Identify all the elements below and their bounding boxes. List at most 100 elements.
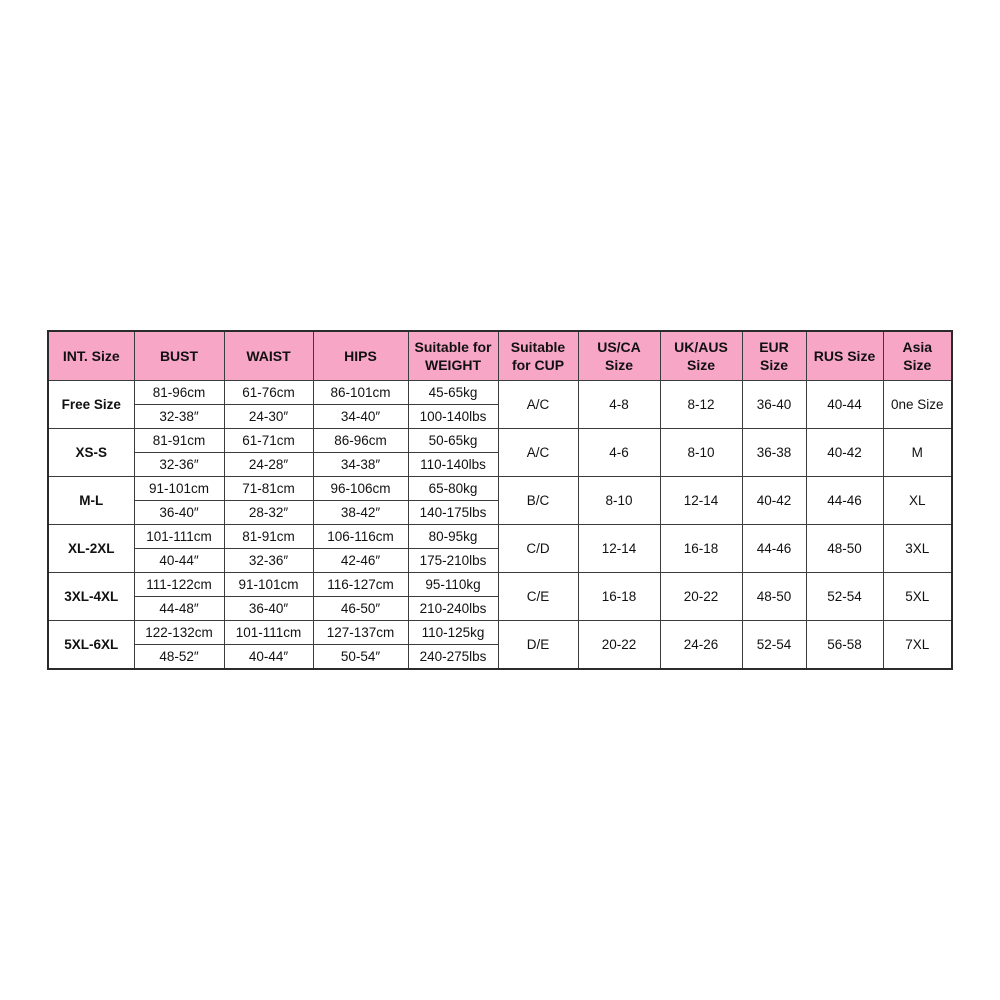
eur-cell: 52-54	[741, 620, 807, 669]
table-row: 32-36″ 24-28″ 34-38″ 110-140lbs	[48, 452, 952, 477]
int-size-cell: M-L	[47, 476, 135, 525]
waist-cm-cell: 91-101cm	[223, 572, 314, 597]
usca-cell: 4-6	[577, 428, 661, 477]
usca-cell: 4-8	[577, 380, 661, 429]
column-header-cup: Suitable for CUP	[497, 330, 579, 381]
weight-lbs-cell: 100-140lbs	[407, 404, 499, 429]
cup-cell: A/C	[497, 428, 579, 477]
bust-cm-cell: 122-132cm	[133, 620, 225, 645]
ukaus-cell: 16-18	[659, 524, 743, 573]
waist-cm-cell: 61-71cm	[223, 428, 314, 453]
hips-cm-cell: 96-106cm	[312, 476, 409, 501]
weight-kg-cell: 95-110kg	[407, 572, 499, 597]
column-header-weight: Suitable for WEIGHT	[407, 330, 499, 381]
usca-cell: 16-18	[577, 572, 661, 621]
cup-cell: C/E	[497, 572, 579, 621]
hips-cm-cell: 86-101cm	[312, 380, 409, 405]
column-header-int-size: INT. Size	[47, 330, 135, 381]
eur-cell: 36-40	[741, 380, 807, 429]
hips-in-cell: 50-54″	[312, 644, 409, 669]
ukaus-cell: 24-26	[659, 620, 743, 669]
bust-in-cell: 32-36″	[133, 452, 225, 477]
header-row: INT. Size BUST WAIST HIPS Suitable for WE…	[47, 330, 953, 381]
hips-in-cell: 38-42″	[312, 500, 409, 525]
hips-in-cell: 46-50″	[312, 596, 409, 621]
bust-in-cell: 40-44″	[133, 548, 225, 573]
rus-cell: 52-54	[805, 572, 884, 621]
asia-cell: 5XL	[882, 572, 953, 621]
rus-cell: 44-46	[805, 476, 884, 525]
cup-cell: C/D	[497, 524, 579, 573]
weight-lbs-cell: 175-210lbs	[407, 548, 499, 573]
table-row: 32-38″ 24-30″ 34-40″ 100-140lbs	[48, 404, 952, 429]
hips-cm-cell: 106-116cm	[312, 524, 409, 549]
asia-cell: XL	[882, 476, 953, 525]
table-row: M-L 91-101cm 71-81cm 96-106cm 65-80kg B/…	[47, 476, 953, 525]
hips-cm-cell: 86-96cm	[312, 428, 409, 453]
table-row: XL-2XL 101-111cm 81-91cm 106-116cm 80-95…	[47, 524, 953, 573]
asia-cell: 3XL	[882, 524, 953, 573]
column-header-eur: EUR Size	[741, 330, 807, 381]
cup-cell: B/C	[497, 476, 579, 525]
table-row: Free Size 81-96cm 61-76cm 86-101cm 45-65…	[47, 380, 953, 429]
column-header-ukaus: UK/AUS Size	[659, 330, 743, 381]
size-chart-table: INT. Size BUST WAIST HIPS Suitable for WE…	[47, 330, 953, 670]
table-row: 48-52″ 40-44″ 50-54″ 240-275lbs	[48, 644, 952, 669]
weight-lbs-cell: 210-240lbs	[407, 596, 499, 621]
bust-in-cell: 36-40″	[133, 500, 225, 525]
table-row: XS-S 81-91cm 61-71cm 86-96cm 50-65kg A/C…	[47, 428, 953, 477]
weight-kg-cell: 45-65kg	[407, 380, 499, 405]
table-row: 5XL-6XL 122-132cm 101-111cm 127-137cm 11…	[47, 620, 953, 669]
int-size-cell: XL-2XL	[47, 524, 135, 573]
bust-cm-cell: 81-91cm	[133, 428, 225, 453]
rus-cell: 48-50	[805, 524, 884, 573]
cup-cell: D/E	[497, 620, 579, 669]
hips-in-cell: 42-46″	[312, 548, 409, 573]
int-size-cell: 5XL-6XL	[47, 620, 135, 669]
weight-lbs-cell: 110-140lbs	[407, 452, 499, 477]
hips-in-cell: 34-38″	[312, 452, 409, 477]
bust-in-cell: 44-48″	[133, 596, 225, 621]
waist-in-cell: 24-28″	[223, 452, 314, 477]
bust-in-cell: 48-52″	[133, 644, 225, 669]
weight-lbs-cell: 140-175lbs	[407, 500, 499, 525]
bust-cm-cell: 111-122cm	[133, 572, 225, 597]
eur-cell: 44-46	[741, 524, 807, 573]
waist-in-cell: 40-44″	[223, 644, 314, 669]
waist-in-cell: 32-36″	[223, 548, 314, 573]
column-header-rus: RUS Size	[805, 330, 884, 381]
column-header-hips: HIPS	[312, 330, 409, 381]
waist-in-cell: 24-30″	[223, 404, 314, 429]
hips-cm-cell: 127-137cm	[312, 620, 409, 645]
rus-cell: 40-42	[805, 428, 884, 477]
weight-kg-cell: 80-95kg	[407, 524, 499, 549]
waist-in-cell: 36-40″	[223, 596, 314, 621]
bust-cm-cell: 101-111cm	[133, 524, 225, 549]
table-row: 40-44″ 32-36″ 42-46″ 175-210lbs	[48, 548, 952, 573]
bust-in-cell: 32-38″	[133, 404, 225, 429]
waist-cm-cell: 101-111cm	[223, 620, 314, 645]
waist-cm-cell: 61-76cm	[223, 380, 314, 405]
table-row: 36-40″ 28-32″ 38-42″ 140-175lbs	[48, 500, 952, 525]
int-size-cell: 3XL-4XL	[47, 572, 135, 621]
waist-cm-cell: 71-81cm	[223, 476, 314, 501]
weight-lbs-cell: 240-275lbs	[407, 644, 499, 669]
cup-cell: A/C	[497, 380, 579, 429]
int-size-cell: XS-S	[47, 428, 135, 477]
waist-in-cell: 28-32″	[223, 500, 314, 525]
column-header-bust: BUST	[133, 330, 225, 381]
usca-cell: 12-14	[577, 524, 661, 573]
asia-cell: 0ne Size	[882, 380, 953, 429]
table-row: 3XL-4XL 111-122cm 91-101cm 116-127cm 95-…	[47, 572, 953, 621]
int-size-cell: Free Size	[47, 380, 135, 429]
asia-cell: M	[882, 428, 953, 477]
weight-kg-cell: 50-65kg	[407, 428, 499, 453]
rus-cell: 40-44	[805, 380, 884, 429]
ukaus-cell: 20-22	[659, 572, 743, 621]
hips-cm-cell: 116-127cm	[312, 572, 409, 597]
waist-cm-cell: 81-91cm	[223, 524, 314, 549]
bust-cm-cell: 91-101cm	[133, 476, 225, 501]
ukaus-cell: 8-10	[659, 428, 743, 477]
column-header-asia: Asia Size	[882, 330, 953, 381]
